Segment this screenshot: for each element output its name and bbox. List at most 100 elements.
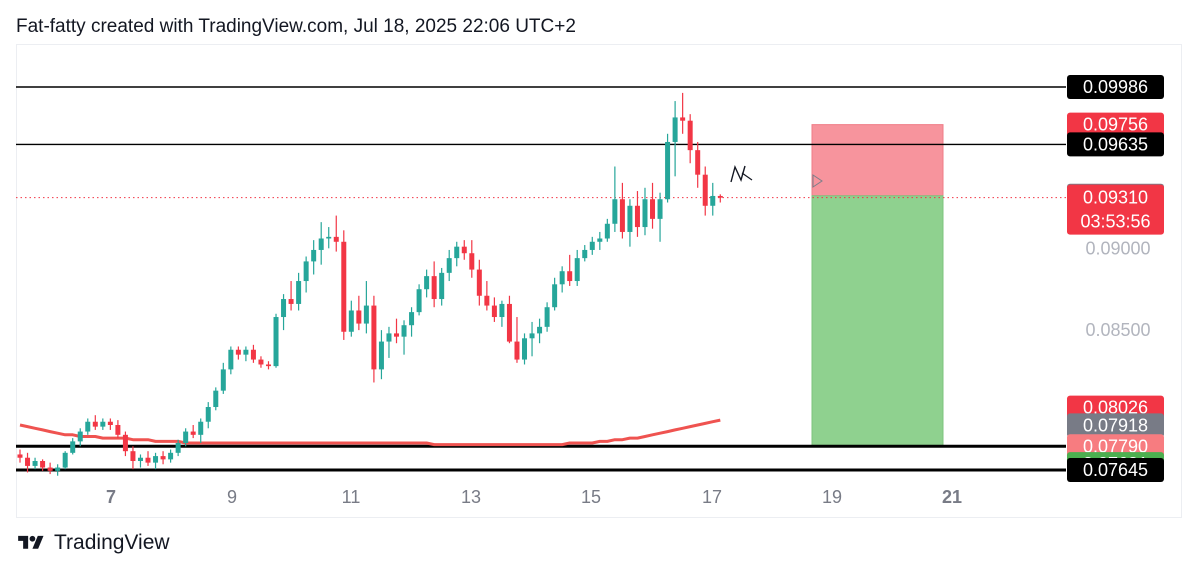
- candle-body: [604, 223, 610, 239]
- candle-body: [265, 364, 271, 367]
- candle-body: [303, 261, 309, 282]
- candle-body: [311, 249, 317, 262]
- candle-body: [32, 461, 38, 466]
- candle: [363, 281, 369, 334]
- x-axis-tick-label: 11: [342, 487, 361, 507]
- candle: [318, 222, 324, 265]
- candle-body: [416, 289, 422, 313]
- candle: [529, 321, 535, 357]
- candle-body: [710, 195, 716, 206]
- candle-body: [296, 281, 302, 304]
- candle: [356, 295, 362, 331]
- candle: [619, 182, 625, 239]
- candle: [469, 240, 475, 278]
- x-axis-tick-label: 21: [942, 487, 962, 507]
- candle: [431, 261, 437, 308]
- x-axis-tick-label: 7: [106, 487, 116, 507]
- price-label: 0.09635: [1067, 132, 1164, 157]
- candle-body: [100, 421, 106, 427]
- candle: [582, 245, 588, 262]
- candle: [70, 438, 76, 455]
- candle-body: [258, 359, 264, 365]
- candle-body: [145, 457, 151, 463]
- candle: [175, 439, 181, 457]
- candle: [288, 281, 294, 311]
- candle: [371, 295, 377, 383]
- candle-body: [687, 120, 693, 151]
- candle-body: [153, 456, 159, 463]
- time-axis: 7 9 11 13 15 17 19 21: [106, 487, 962, 507]
- candle-body: [205, 407, 211, 422]
- candle: [25, 452, 31, 473]
- x-axis-tick-label: 17: [702, 487, 722, 507]
- candle-body: [484, 295, 490, 306]
- price-label: 0.09310 03:53:56: [1067, 184, 1164, 235]
- candle: [476, 259, 482, 306]
- candle: [499, 300, 505, 327]
- y-axis-tick-label: 0.08500: [1085, 320, 1150, 340]
- stop-loss-zone: [811, 124, 944, 197]
- candle-body: [371, 305, 377, 370]
- candle-body: [514, 341, 520, 360]
- candle: [40, 459, 46, 471]
- price-label: 0.07645: [1067, 458, 1164, 482]
- footer: TradingView: [16, 531, 170, 555]
- price-label-bg: [1067, 75, 1164, 99]
- candle-body: [40, 461, 46, 468]
- candle: [265, 361, 271, 370]
- candle-body: [394, 333, 399, 337]
- candle: [92, 415, 98, 430]
- candle-body: [401, 325, 407, 337]
- footer-brand: TradingView: [54, 531, 170, 554]
- entry-marker-icon: [812, 174, 823, 188]
- candle: [220, 362, 226, 394]
- candle: [17, 449, 23, 463]
- candle: [153, 452, 159, 470]
- candle-body: [281, 299, 287, 318]
- candle: [47, 462, 53, 475]
- candle: [55, 464, 61, 476]
- candle-body: [168, 452, 174, 460]
- candle: [627, 199, 633, 247]
- candle: [409, 307, 415, 337]
- candle-body: [717, 195, 723, 198]
- candle: [168, 449, 174, 463]
- candle-body: [506, 303, 512, 342]
- candle: [702, 166, 708, 216]
- candle: [506, 295, 512, 344]
- price-label: 0.09986: [1067, 75, 1164, 99]
- candle: [235, 346, 241, 360]
- candle-body: [25, 457, 31, 466]
- candle: [537, 318, 543, 344]
- candle: [333, 215, 339, 252]
- price-label-text: 0.09635: [1083, 134, 1148, 154]
- candle-body: [650, 199, 656, 219]
- candle-body: [665, 141, 671, 200]
- candle-body: [672, 117, 678, 142]
- candle-body: [363, 305, 369, 324]
- candle: [326, 227, 332, 249]
- candle-body: [77, 431, 83, 442]
- candle-body: [619, 199, 625, 232]
- candle-body: [273, 317, 279, 367]
- candle: [597, 231, 603, 250]
- candle: [559, 266, 565, 293]
- candle-body: [160, 456, 166, 460]
- candle-body: [552, 284, 558, 308]
- candlesticks: [17, 92, 723, 476]
- candle: [273, 313, 279, 368]
- candle-body: [130, 451, 136, 462]
- chart-attribution-header: Fat-fatty created with TradingView.com, …: [16, 16, 576, 37]
- candle-body: [348, 310, 354, 332]
- candle-body: [642, 199, 648, 228]
- candle-body: [243, 349, 249, 355]
- candle: [115, 420, 121, 439]
- candle: [544, 302, 550, 332]
- candle: [228, 346, 234, 375]
- candle: [589, 236, 595, 255]
- candle-body: [529, 333, 535, 339]
- x-axis-tick-label: 19: [822, 487, 842, 507]
- x-axis-tick-label: 13: [461, 487, 481, 507]
- candle: [650, 182, 656, 229]
